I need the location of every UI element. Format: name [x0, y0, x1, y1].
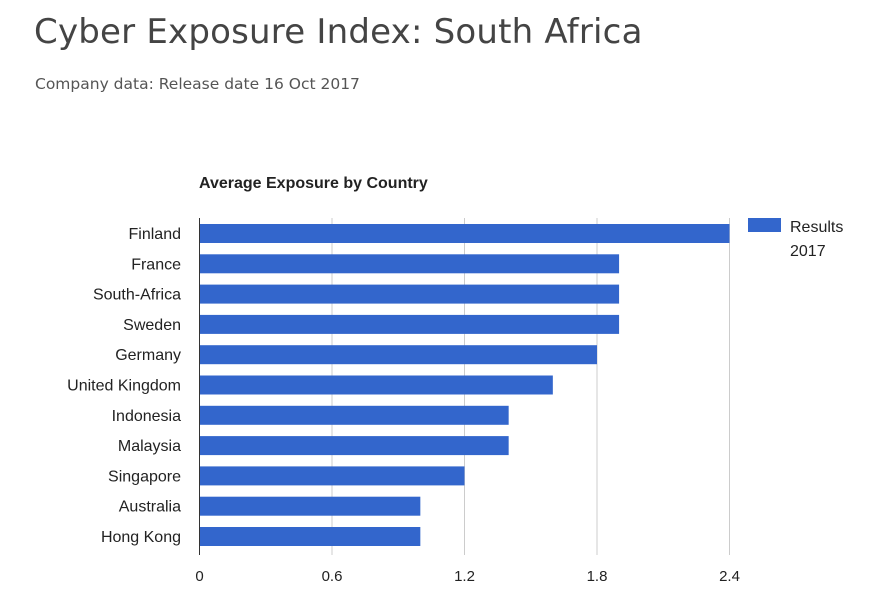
category-label: Finland [129, 226, 181, 243]
category-labels: Finland France South-Africa Sweden Germany Un… [67, 226, 181, 546]
x-tick-label: 0 [195, 568, 203, 585]
bar [199, 254, 620, 274]
bar [199, 345, 597, 365]
category-label: France [131, 256, 181, 273]
bar [199, 314, 620, 334]
legend-label-line2: 2017 [790, 243, 826, 260]
x-tick-labels: 0 0.6 1.2 1.8 2.4 [195, 568, 740, 585]
page-title: Cyber Exposure Index: South Africa [34, 12, 643, 52]
bar [199, 224, 730, 243]
category-label: Australia [119, 499, 181, 516]
bar [199, 436, 509, 456]
category-label: Sweden [123, 317, 181, 334]
x-tick-label: 2.4 [719, 568, 740, 585]
bar [199, 405, 509, 425]
category-label: South-Africa [93, 287, 181, 304]
bar [199, 466, 465, 486]
category-label: Malaysia [118, 438, 181, 455]
category-label: Singapore [108, 468, 181, 485]
category-label: Germany [115, 347, 181, 364]
x-tick-label: 1.2 [454, 568, 475, 585]
bar [199, 496, 421, 516]
x-tick-label: 1.8 [587, 568, 608, 585]
chart-title: Average Exposure by Country [199, 175, 428, 192]
legend: Results 2017 [748, 218, 843, 260]
page-subtitle: Company data: Release date 16 Oct 2017 [35, 75, 360, 93]
legend-swatch [748, 218, 781, 232]
bar [199, 375, 553, 395]
category-label: Hong Kong [101, 529, 181, 546]
bar [199, 284, 620, 304]
x-tick-label: 0.6 [322, 568, 343, 585]
legend-label-line1: Results [790, 219, 843, 236]
category-label: United Kingdom [67, 378, 181, 395]
category-label: Indonesia [112, 408, 181, 425]
bar [199, 527, 421, 546]
bars [199, 224, 730, 546]
